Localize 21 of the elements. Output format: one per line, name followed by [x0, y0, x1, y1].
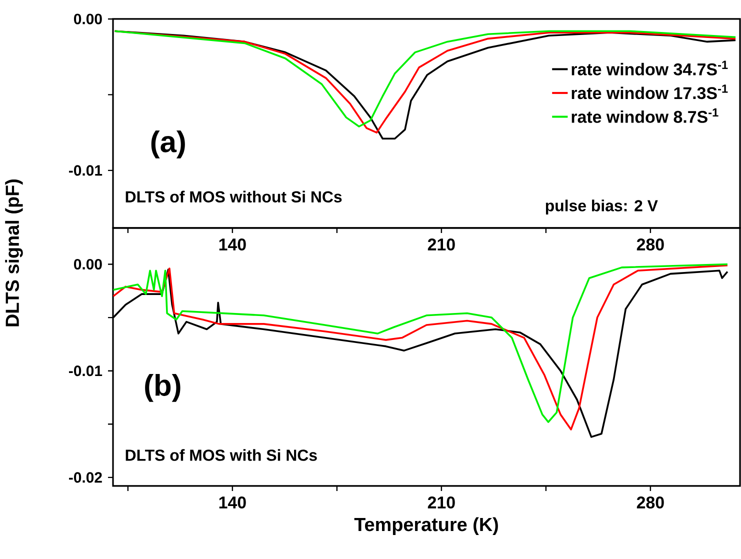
x-tick-label: 280	[636, 496, 664, 508]
y-tick-label: -0.02	[69, 472, 102, 483]
annotation: (b)	[145, 374, 180, 402]
x-axis-title: Temperature (K)	[354, 517, 498, 535]
y-axis-title: DLTS signal (pF)	[5, 180, 23, 326]
legend-label: rate window 34.7S$^{-1}$	[572, 60, 728, 76]
y-tick-label: -0.01	[69, 366, 102, 376]
annotation: (a)	[151, 130, 185, 158]
legend-label: rate window 17.3S$^{-1}$	[572, 84, 728, 100]
x-tick-label: 280	[636, 238, 664, 250]
y-tick-label: -0.01	[69, 165, 102, 176]
x-tick-label: 140	[219, 496, 246, 508]
x-tick-label: 210	[428, 496, 455, 508]
annotation: pulse bias: 2 V	[546, 200, 658, 215]
y-tick-label: 0.00	[74, 14, 102, 24]
x-tick-label: 140	[219, 238, 246, 250]
annotation: DLTS of MOS with Si NCs	[126, 449, 317, 461]
legend-label: rate window 8.7S$^{-1}$	[572, 108, 718, 123]
x-tick-label: 210	[428, 238, 455, 250]
annotation: DLTS of MOS without Si NCs	[126, 190, 342, 202]
y-tick-label: 0.00	[74, 258, 102, 270]
